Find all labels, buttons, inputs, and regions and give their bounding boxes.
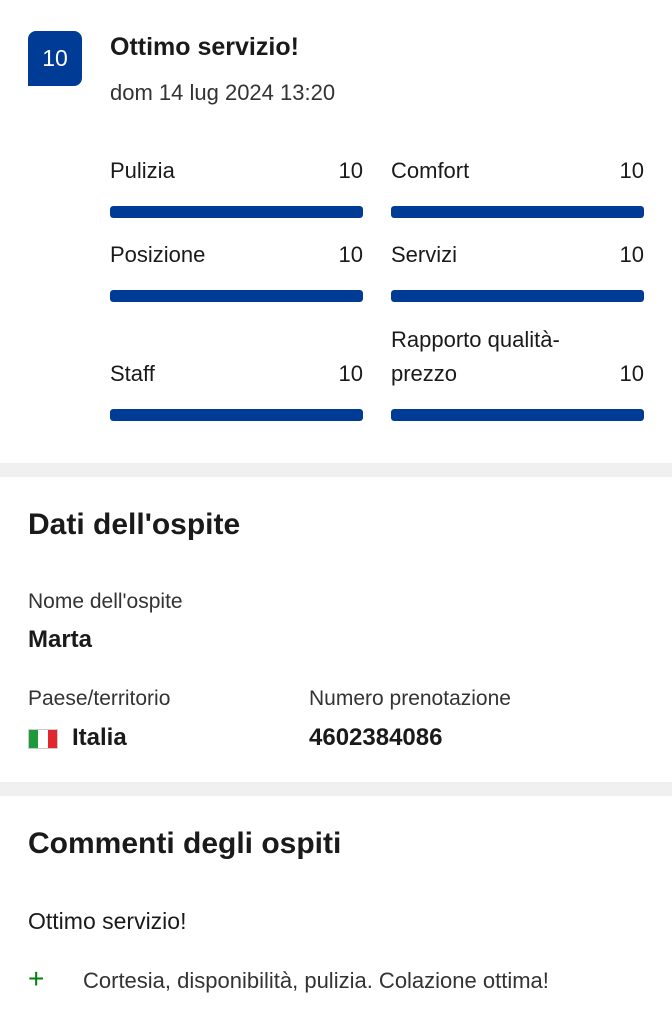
positive-comment: Cortesia, disponibilità, pulizia. Colazi… xyxy=(83,968,549,993)
rating-label: Rapporto qualità-prezzo xyxy=(391,327,560,386)
rating-label: Staff xyxy=(110,361,155,386)
guest-name: Marta xyxy=(28,626,93,653)
guest-name-label: Nome dell'ospite xyxy=(28,590,183,613)
rating-bar-fill xyxy=(391,409,644,421)
country-name: Italia xyxy=(72,724,127,751)
rating-label: Servizi xyxy=(391,242,458,267)
rating-1: Comfort 10 xyxy=(391,118,644,218)
rating-value: 10 xyxy=(338,158,363,183)
comment-title: Ottimo servizio! xyxy=(28,908,187,934)
rating-value: 10 xyxy=(619,242,644,267)
rating-3: Servizi 10 xyxy=(391,202,644,302)
rating-2: Posizione 10 xyxy=(110,202,363,302)
country-label: Paese/territorio xyxy=(28,687,171,710)
review-date: dom 14 lug 2024 13:20 xyxy=(110,80,336,105)
rating-bar xyxy=(110,409,363,421)
rating-bar-fill xyxy=(110,409,363,421)
rating-label: Comfort xyxy=(391,158,470,183)
italy-flag-icon xyxy=(28,728,58,749)
section-divider xyxy=(0,463,672,477)
guest-section-heading: Dati dell'ospite xyxy=(28,508,241,541)
review-title: Ottimo servizio! xyxy=(110,33,299,61)
rating-label: Pulizia xyxy=(110,158,175,183)
rating-bar-fill xyxy=(110,206,363,218)
plus-icon: + xyxy=(28,963,45,994)
comments-section-heading: Commenti degli ospiti xyxy=(28,827,342,860)
rating-bar xyxy=(110,206,363,218)
rating-5: Rapporto qualità-prezzo 10 xyxy=(391,321,644,421)
rating-bar xyxy=(391,409,644,421)
country-value: Italia xyxy=(28,724,127,752)
booking-number-label: Numero prenotazione xyxy=(309,687,511,710)
rating-bar xyxy=(391,206,644,218)
rating-bar xyxy=(391,290,644,302)
rating-value: 10 xyxy=(338,361,363,386)
rating-label: Posizione xyxy=(110,242,206,267)
rating-bar-fill xyxy=(110,290,363,302)
rating-4: Staff 10 xyxy=(110,321,363,421)
rating-bar-fill xyxy=(391,290,644,302)
rating-value: 10 xyxy=(619,361,644,386)
booking-number: 4602384086 xyxy=(309,724,443,751)
rating-value: 10 xyxy=(338,242,363,267)
review-score-badge: 10 xyxy=(28,31,82,86)
section-divider xyxy=(0,782,672,796)
rating-value: 10 xyxy=(619,158,644,183)
rating-0: Pulizia 10 xyxy=(110,118,363,218)
rating-bar xyxy=(110,290,363,302)
rating-bar-fill xyxy=(391,206,644,218)
